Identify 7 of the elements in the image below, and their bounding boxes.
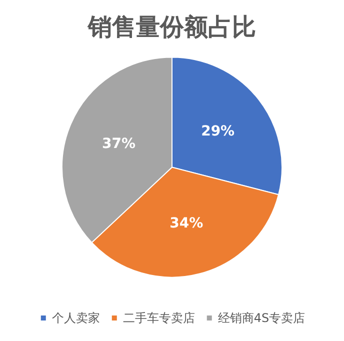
legend-label: 二手车专卖店 (122, 311, 195, 325)
chart-title: 销售量份额占比 (87, 13, 256, 41)
data-label: 34% (170, 215, 204, 232)
data-label: 37% (102, 136, 136, 152)
data-label: 29% (201, 124, 235, 140)
legend-label: 经销商4S专卖店 (218, 311, 306, 325)
legend-label: 个人卖家 (52, 311, 100, 325)
